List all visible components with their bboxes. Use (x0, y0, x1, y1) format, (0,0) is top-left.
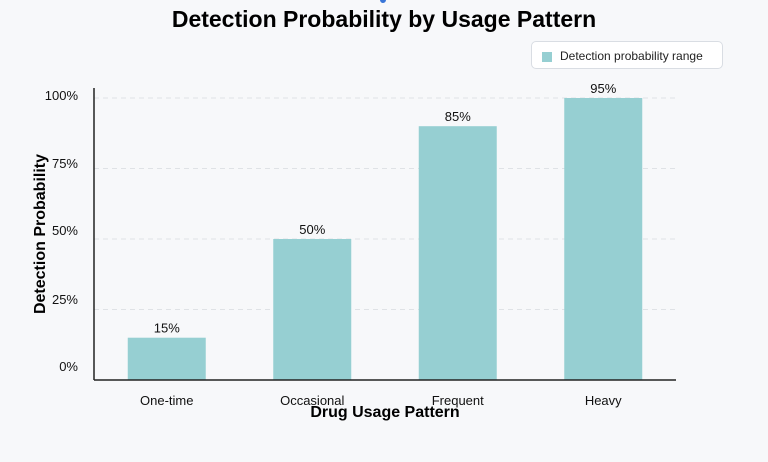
y-tick-label: 100% (45, 88, 79, 103)
bars: 15% 50% 85% 95% (127, 81, 643, 380)
gridlines (94, 97, 676, 310)
bar-heavy (564, 98, 643, 380)
x-tick-label: Occasional (280, 393, 344, 408)
y-tick-label: 50% (52, 223, 78, 238)
y-tick-label: 75% (52, 156, 78, 171)
legend-label: Detection probability range (560, 49, 703, 63)
x-tick-label: Frequent (432, 393, 484, 408)
legend-swatch (542, 52, 552, 62)
data-label: 50% (299, 222, 325, 237)
y-axis-title: Detection Probability (32, 154, 49, 314)
data-label: 95% (590, 81, 616, 96)
bar-one-time (127, 337, 206, 380)
chart-title: Detection Probability by Usage Pattern (171, 6, 597, 32)
y-axis-ticks: 0% 25% 50% 75% 100% (45, 88, 79, 374)
bar-occasional (273, 239, 352, 380)
x-tick-label: Heavy (585, 393, 622, 408)
legend: Detection probability range (531, 41, 723, 69)
data-label: 85% (445, 109, 471, 124)
x-tick-label: One-time (140, 393, 193, 408)
drag-handle-icon[interactable] (380, 0, 386, 3)
bar-frequent (418, 126, 497, 380)
y-tick-label: 0% (59, 359, 78, 374)
y-tick-label: 25% (52, 292, 78, 307)
data-label: 15% (154, 321, 180, 336)
x-axis-title: Drug Usage Pattern (310, 404, 459, 421)
x-axis-ticks: One-time Occasional Frequent Heavy (140, 393, 622, 408)
